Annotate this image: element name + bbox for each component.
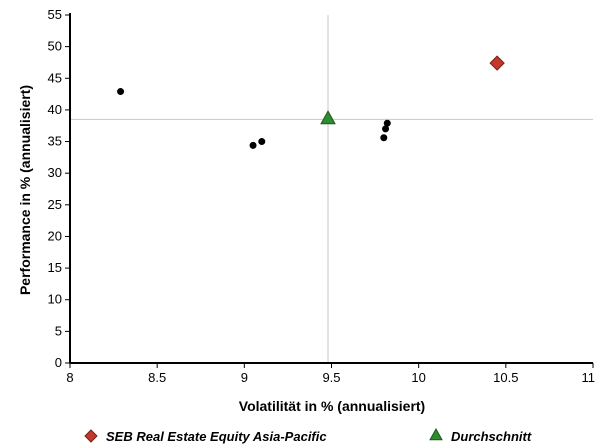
x-tick-label: 8.5 — [148, 370, 166, 385]
peer-fund-point — [117, 88, 125, 96]
x-axis-title: Volatilität in % (annualisiert) — [239, 398, 425, 414]
peer-fund-point — [249, 141, 257, 149]
legend: SEB Real Estate Equity Asia-Pacific Durch… — [84, 427, 532, 444]
y-axis-title: Performance in % (annualisiert) — [17, 85, 33, 295]
y-tick-label: 40 — [48, 102, 62, 117]
peer-fund-point — [380, 134, 388, 142]
peer-fund-point — [382, 125, 390, 133]
legend-label: Durchschnitt — [451, 429, 532, 444]
y-tick-label: 50 — [48, 39, 62, 54]
legend-triangle-marker — [429, 427, 443, 441]
x-tick-label: 11 — [582, 370, 596, 385]
y-tick-label: 35 — [48, 134, 62, 149]
y-tick-label: 0 — [55, 355, 62, 370]
peer-fund-point — [258, 138, 266, 146]
y-tick-label: 25 — [48, 197, 62, 212]
fund-point — [489, 55, 505, 71]
y-tick-label: 10 — [48, 292, 62, 307]
average-point — [320, 110, 336, 125]
y-tick-label: 55 — [48, 7, 62, 22]
x-tick-label: 10.5 — [493, 370, 518, 385]
data-points — [117, 55, 505, 149]
x-tick-label: 8 — [66, 370, 73, 385]
x-tick-label: 9 — [241, 370, 248, 385]
reference-lines — [70, 15, 593, 363]
x-tick-label: 9.5 — [322, 370, 340, 385]
legend-diamond-marker — [84, 429, 98, 443]
legend-label: SEB Real Estate Equity Asia-Pacific — [106, 429, 327, 444]
y-tick-label: 15 — [48, 260, 62, 275]
y-tick-label: 45 — [48, 70, 62, 85]
y-tick-label: 5 — [55, 323, 62, 338]
peer-fund-point — [383, 119, 391, 127]
y-tick-label: 20 — [48, 228, 62, 243]
axes: 0 5 10 15 20 25 30 35 40 45 50 55 8 8.5 9 9.5 10 10.5 11 — [48, 7, 595, 385]
y-tick-label: 30 — [48, 165, 62, 180]
x-tick-label: 10 — [411, 370, 425, 385]
